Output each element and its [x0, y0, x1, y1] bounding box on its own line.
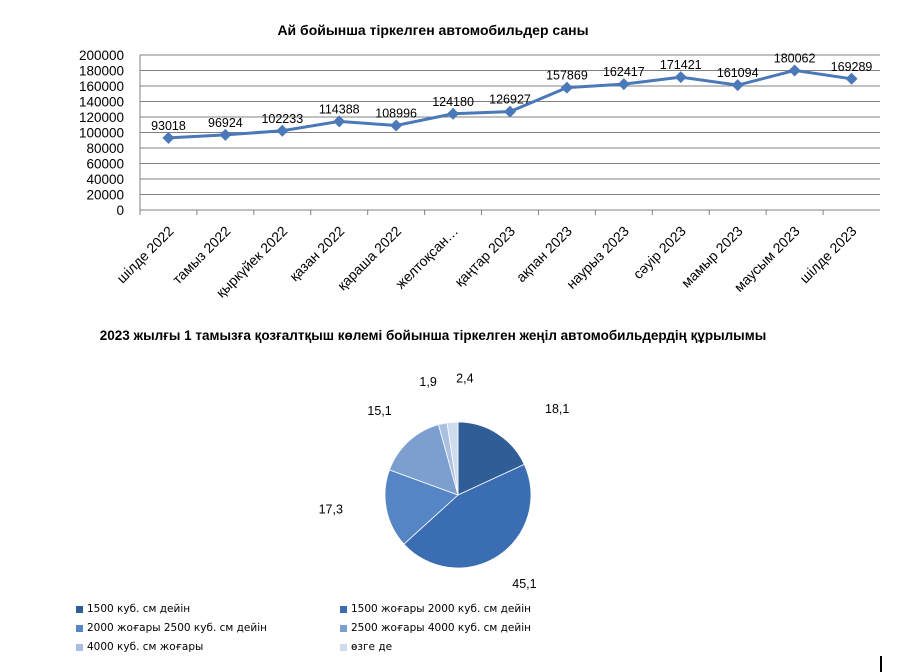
pie-slice — [446, 421, 459, 496]
x-tick-label: сәуір 2023 — [630, 223, 689, 282]
line-y-ticks: 0200004000060000800001000001200001400001… — [79, 48, 124, 218]
data-point — [447, 107, 460, 120]
data-label: 108996 — [375, 107, 417, 121]
data-point — [560, 81, 573, 94]
legend-swatch — [340, 624, 347, 632]
data-point — [333, 115, 346, 128]
y-tick-label: 0 — [116, 203, 124, 218]
y-tick-label: 120000 — [79, 110, 124, 125]
legend-item: 4000 куб. см жоғары — [76, 641, 203, 653]
legend-item: 2000 жоғары 2500 куб. см дейін — [76, 622, 267, 634]
y-tick-label: 40000 — [86, 172, 124, 187]
pie-value-label: 17,3 — [319, 502, 343, 516]
data-label: 157869 — [546, 69, 588, 83]
legend-swatch — [340, 643, 347, 651]
data-point — [674, 71, 687, 84]
y-tick-label: 80000 — [86, 141, 124, 156]
legend-label: 2500 жоғары 4000 куб. см дейін — [351, 622, 531, 634]
data-point — [845, 72, 858, 85]
legend-swatch — [76, 643, 83, 651]
legend-item: 1500 жоғары 2000 куб. см дейін — [340, 603, 531, 615]
x-tick-label: шілде 2023 — [796, 223, 859, 286]
data-point — [504, 105, 516, 118]
pie-value-label: 1,9 — [419, 375, 436, 389]
pie-slice — [403, 463, 532, 569]
data-label: 124180 — [432, 95, 474, 109]
data-label: 126927 — [489, 93, 531, 107]
line-chart-title: Ай бойынша тіркелген автомобильдер саны — [277, 22, 588, 38]
pie-value-label: 2,4 — [456, 371, 473, 385]
pie-slice — [457, 421, 525, 496]
data-point — [276, 124, 289, 137]
pie-chart: 2023 жылғы 1 тамызға қозғалтқыш көлемі б… — [100, 328, 766, 591]
divider-mark — [880, 656, 882, 672]
line-data-labels: 93018 96924 102233 114388 108996 124180 126927… — [151, 51, 872, 132]
line-points — [162, 64, 858, 144]
y-tick-label: 60000 — [86, 157, 124, 172]
data-point — [219, 128, 232, 141]
legend-label: 1500 жоғары 2000 куб. см дейін — [351, 603, 531, 615]
data-label: 169289 — [831, 60, 873, 74]
pie-slice — [388, 424, 459, 496]
pie-slices — [384, 421, 532, 569]
data-label: 96924 — [208, 116, 243, 130]
data-point — [731, 79, 744, 92]
line-chart: Ай бойынша тіркелген автомобильдер саны … — [79, 22, 880, 301]
pie-value-label: 15,1 — [367, 404, 391, 418]
pie-chart-title: 2023 жылғы 1 тамызға қозғалтқыш көлемі б… — [100, 328, 766, 343]
legend-item: өзге де — [340, 641, 392, 653]
y-tick-label: 180000 — [79, 64, 124, 79]
legend-item: 2500 жоғары 4000 куб. см дейін — [340, 622, 531, 634]
x-tick-label: шілде 2022 — [113, 223, 176, 286]
legend-label: өзге де — [351, 641, 393, 653]
legend-swatch — [340, 605, 347, 613]
data-label: 93018 — [151, 119, 186, 133]
data-label: 161094 — [717, 66, 759, 80]
data-point — [788, 64, 801, 77]
y-tick-label: 20000 — [86, 188, 124, 203]
legend-swatch — [76, 605, 83, 613]
data-label: 114388 — [319, 102, 360, 116]
data-label: 102233 — [261, 112, 303, 126]
x-tick-label: қаңтар 2023 — [451, 223, 518, 290]
data-point — [617, 78, 630, 91]
pie-data-labels: 18,1 45,1 17,3 15,1 1,9 2,4 — [319, 371, 570, 591]
data-label: 180062 — [774, 51, 816, 65]
data-label: 171421 — [660, 58, 702, 72]
x-tick-label: ақпан 2023 — [513, 223, 575, 285]
data-point — [390, 119, 403, 132]
legend-item: 1500 куб. см дейін — [76, 603, 190, 615]
y-tick-label: 200000 — [79, 48, 124, 63]
legend-label: 2000 жоғары 2500 куб. см дейін — [87, 622, 267, 634]
y-tick-label: 140000 — [79, 95, 124, 110]
legend-swatch — [76, 624, 83, 632]
pie-value-label: 45,1 — [512, 577, 536, 591]
legend-label: 1500 куб. см дейін — [87, 603, 191, 615]
x-tick-label: қазан 2022 — [286, 223, 347, 284]
y-tick-label: 160000 — [79, 79, 124, 94]
data-label: 162417 — [603, 65, 645, 79]
y-tick-label: 100000 — [79, 126, 124, 141]
legend-label: 4000 куб. см жоғары — [87, 641, 204, 653]
pie-value-label: 18,1 — [545, 402, 569, 416]
data-point — [162, 131, 175, 144]
